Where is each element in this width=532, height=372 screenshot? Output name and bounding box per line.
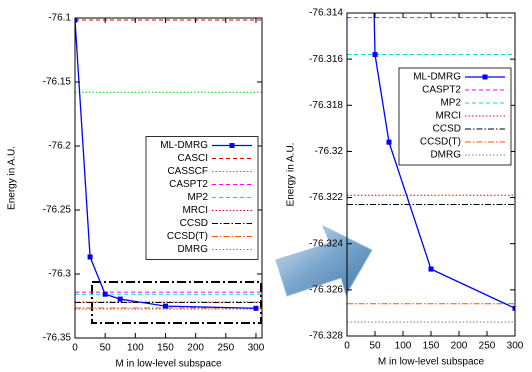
- x-tick-label: 0: [72, 343, 78, 354]
- y-tick-label: -76.324: [309, 238, 343, 249]
- y-tick-label: -76.316: [309, 54, 343, 65]
- legend-box: [145, 136, 259, 260]
- plot-frame: [74, 17, 263, 339]
- legend-label: CASSCF: [167, 166, 208, 177]
- data-point: [253, 305, 259, 311]
- legend-label: CASPT2: [422, 85, 461, 96]
- legend-label: CCSD: [180, 218, 208, 229]
- legend-label: DMRG: [430, 150, 461, 161]
- y-tick-label: -76.15: [43, 77, 72, 88]
- y-axis-title: Energy in A.U.: [286, 143, 297, 207]
- data-point: [117, 296, 123, 302]
- legend-label: CASCI: [177, 153, 208, 164]
- x-axis-title: M in low-level subspace: [115, 359, 222, 370]
- plot-frame: [346, 12, 516, 337]
- legend-label: CCSD: [433, 124, 461, 135]
- legend-label: DMRG: [177, 244, 208, 255]
- data-point: [87, 254, 93, 260]
- plot-area: [75, 18, 262, 311]
- data-point: [102, 291, 108, 297]
- legend-marker: [229, 143, 235, 148]
- y-tick-label: -76.25: [43, 205, 72, 216]
- y-tick-label: -76.322: [309, 192, 343, 203]
- data-point: [428, 266, 434, 272]
- x-tick-label: 250: [217, 343, 234, 354]
- data-point: [372, 52, 378, 58]
- legend-label: MP2: [187, 192, 208, 203]
- x-tick-label: 0: [344, 341, 350, 352]
- x-tick-label: 250: [479, 341, 496, 352]
- x-tick-label: 300: [248, 343, 265, 354]
- y-tick-label: -76.326: [309, 284, 343, 295]
- legend-label: ML-DMRG: [160, 140, 208, 151]
- legend-box: [398, 67, 512, 166]
- legend-label: MRCI: [435, 111, 461, 122]
- x-tick-label: 300: [507, 341, 524, 352]
- legend-label: ML-DMRG: [413, 72, 461, 83]
- x-tick-label: 100: [127, 343, 144, 354]
- y-tick-label: -76.314: [309, 8, 343, 19]
- x-tick-label: 100: [395, 341, 412, 352]
- y-axis-title: Energy in A.U.: [7, 146, 18, 210]
- x-tick-label: 50: [100, 343, 112, 354]
- y-tick-label: -76.1: [48, 13, 71, 24]
- y-tick-label: -76.328: [309, 331, 343, 342]
- y-tick-label: -76.35: [43, 333, 72, 344]
- data-point: [386, 139, 392, 145]
- x-tick-label: 150: [157, 343, 174, 354]
- y-tick-label: -76.318: [309, 100, 343, 111]
- data-line: [75, 20, 256, 309]
- x-tick-label: 50: [369, 341, 381, 352]
- x-tick-label: 150: [423, 341, 440, 352]
- y-tick-label: -76.3: [48, 269, 71, 280]
- legend-marker: [482, 74, 488, 80]
- x-tick-label: 200: [451, 341, 468, 352]
- x-axis-title: M in low-level subspace: [378, 357, 485, 368]
- y-tick-label: -76.32: [315, 146, 344, 157]
- data-line: [373, 13, 515, 309]
- legend-label: MP2: [440, 98, 461, 109]
- data-point: [162, 303, 168, 309]
- legend-label: CCSD(T): [420, 137, 461, 148]
- legend-label: CASPT2: [169, 179, 208, 190]
- legend-label: MRCI: [182, 205, 208, 216]
- y-tick-label: -76.2: [48, 141, 71, 152]
- data-point: [512, 305, 515, 311]
- x-tick-label: 200: [187, 343, 204, 354]
- data-point: [75, 18, 78, 23]
- legend-label: CCSD(T): [167, 231, 208, 242]
